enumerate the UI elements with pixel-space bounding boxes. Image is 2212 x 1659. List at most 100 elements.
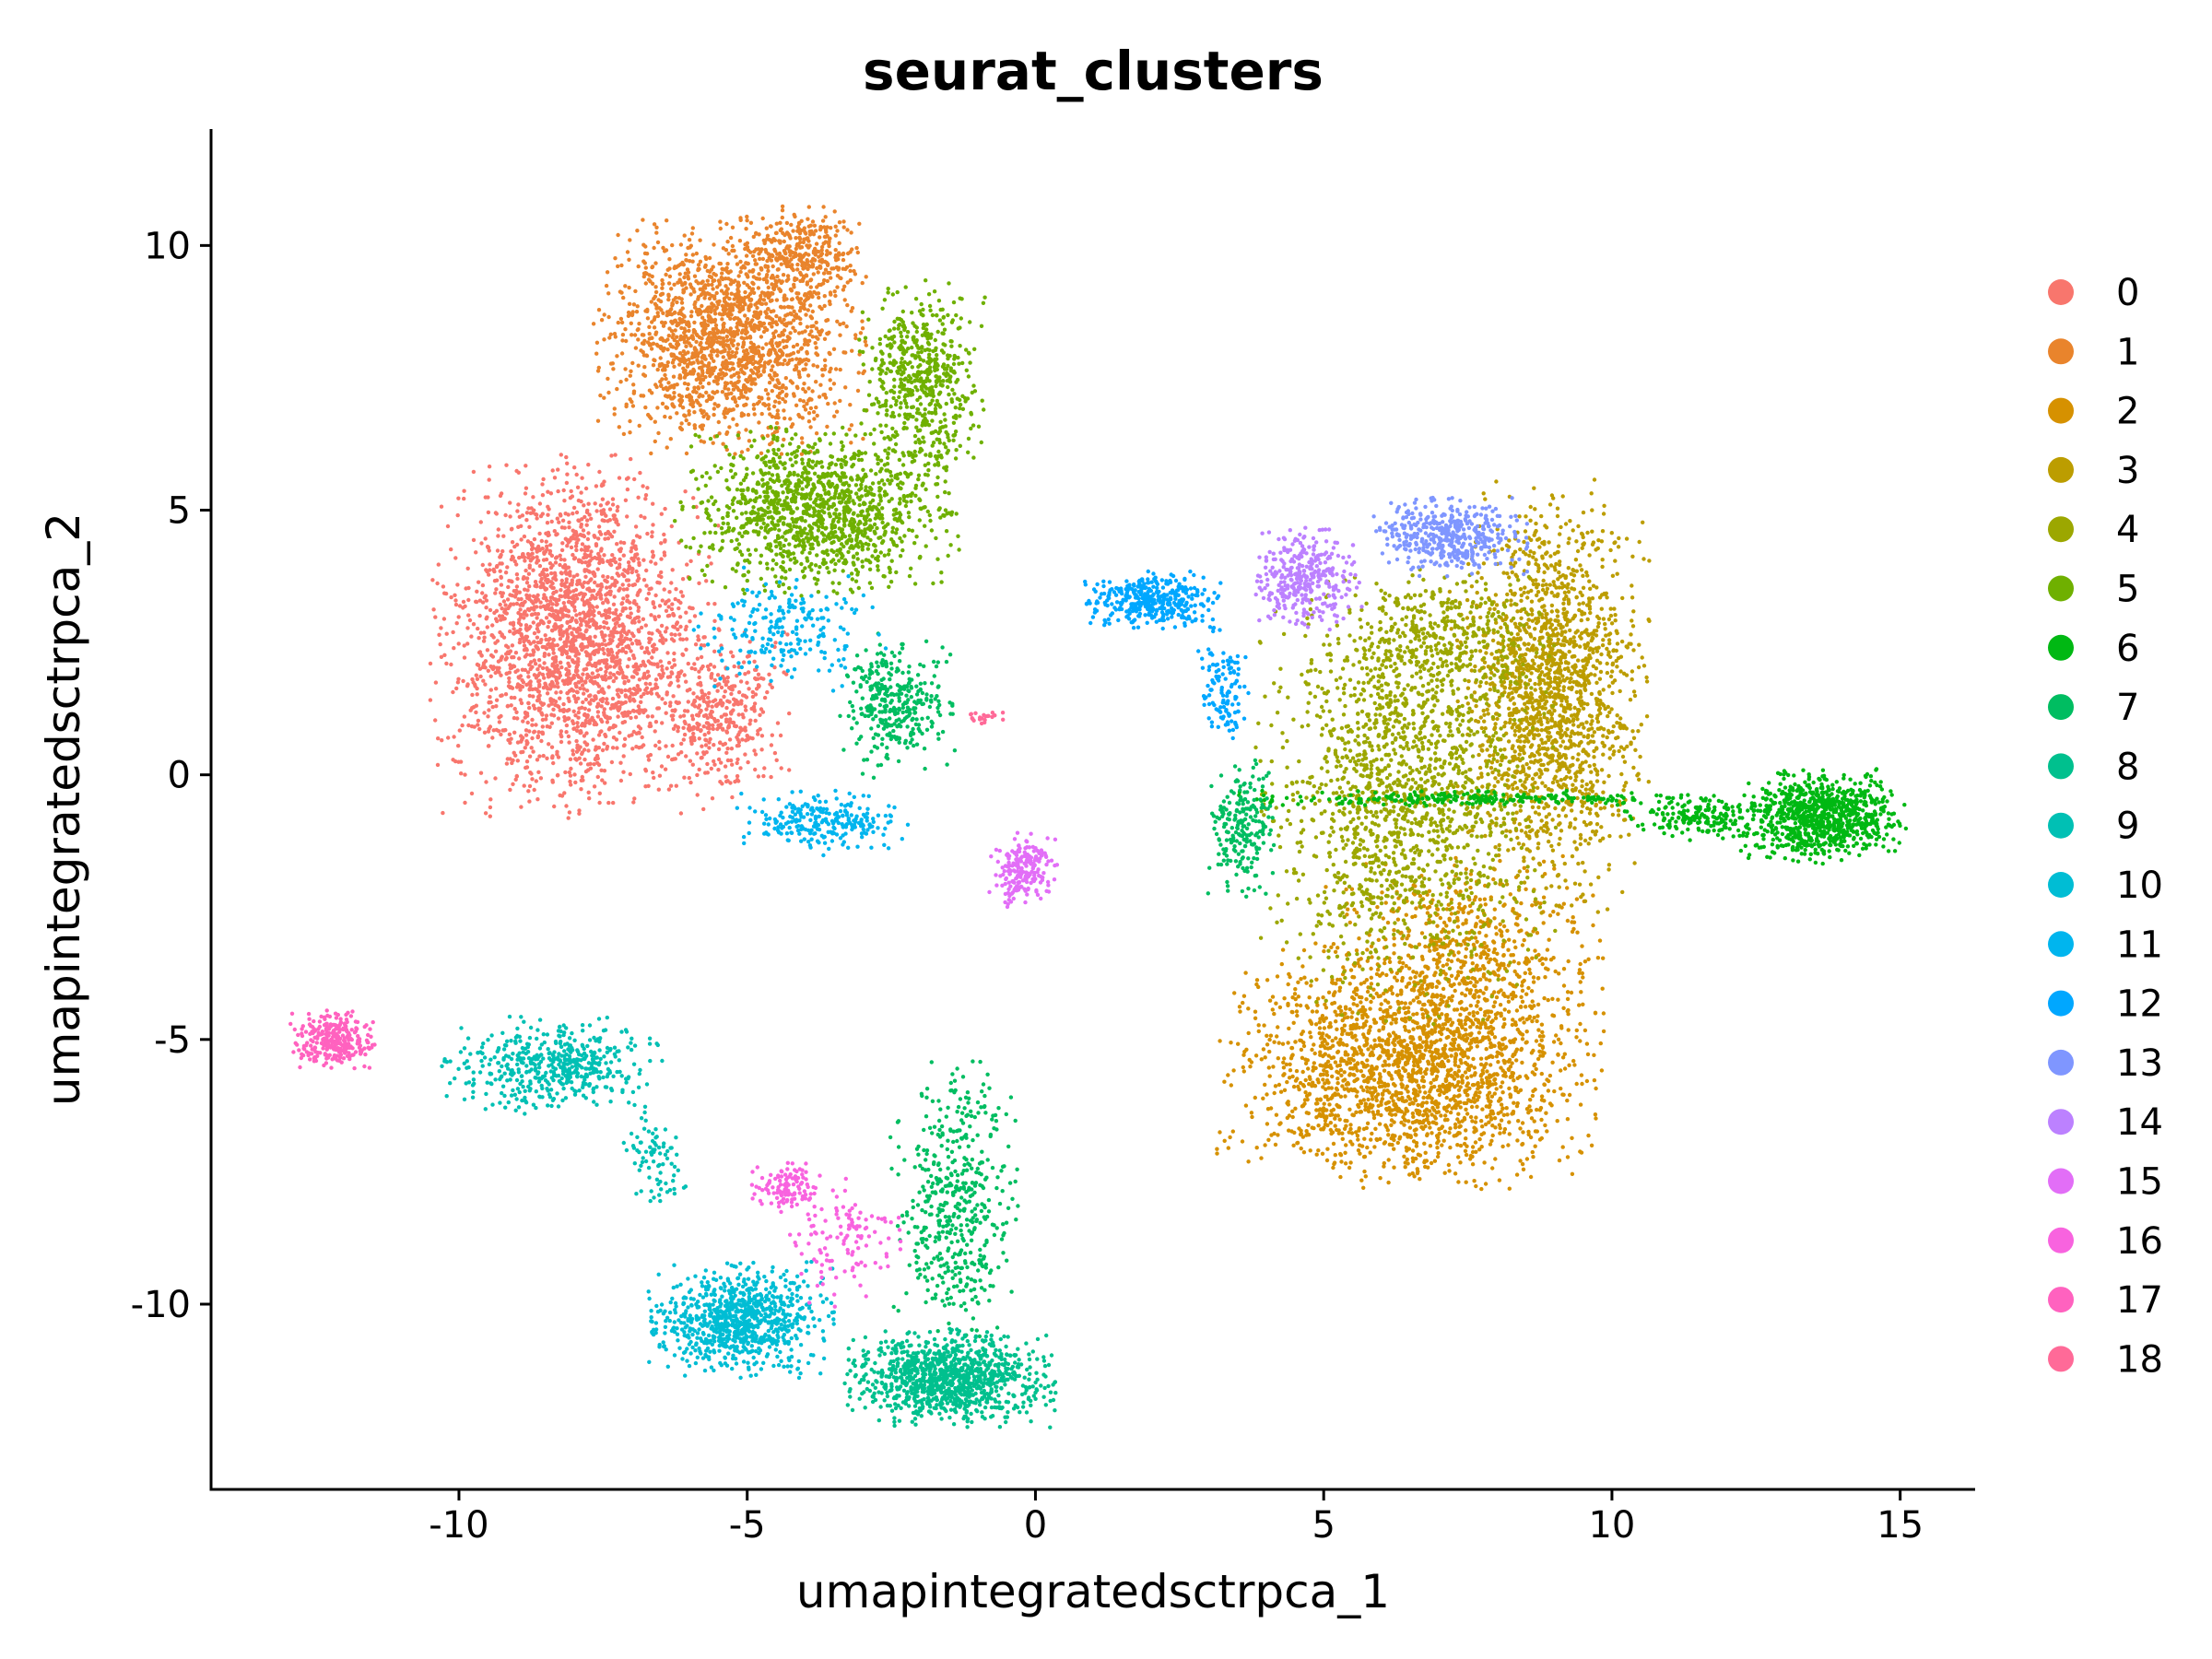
cell-point <box>712 602 717 606</box>
cell-point <box>743 313 747 318</box>
cell-point <box>685 364 690 369</box>
cell-point <box>643 493 649 498</box>
cell-point <box>481 678 486 683</box>
cell-point <box>673 328 677 333</box>
cell-point <box>710 704 714 709</box>
cell-point <box>664 638 668 642</box>
cell-point <box>725 287 730 291</box>
cell-point <box>766 285 771 290</box>
cell-point <box>618 630 623 635</box>
cell-point <box>606 536 611 541</box>
cell-point <box>526 700 531 706</box>
cell-point <box>747 335 753 339</box>
cell-point <box>574 728 580 733</box>
cell-point <box>500 606 504 611</box>
cell-point <box>814 320 818 325</box>
cell-point <box>621 754 626 759</box>
cell-point <box>547 507 551 512</box>
cell-point <box>1565 990 1571 994</box>
cell-point <box>712 762 717 767</box>
cell-point <box>660 277 665 283</box>
cell-point <box>475 677 480 681</box>
cell-point <box>700 423 706 428</box>
cell-point <box>558 673 563 678</box>
cell-point <box>554 678 559 683</box>
cell-point <box>550 581 555 586</box>
cell-point <box>650 631 654 636</box>
cell-point <box>488 653 494 658</box>
cell-point <box>662 365 667 371</box>
cell-point <box>537 501 543 506</box>
cell-point <box>630 582 635 588</box>
cell-point <box>662 587 666 592</box>
cell-point <box>551 585 556 591</box>
cell-point <box>700 347 704 351</box>
cell-point <box>636 608 641 613</box>
cell-point <box>719 685 724 690</box>
cell-point <box>695 793 700 797</box>
cell-point <box>831 347 837 351</box>
cell-point <box>632 333 638 337</box>
cell-point <box>653 729 657 734</box>
cell-point <box>513 669 518 675</box>
cell-point <box>628 771 632 777</box>
cell-point <box>572 608 577 613</box>
cell-point <box>752 748 757 753</box>
cell-point <box>564 454 569 460</box>
cell-point <box>729 391 734 395</box>
cell-point <box>564 577 569 582</box>
cell-point <box>791 318 796 323</box>
cell-point <box>523 559 527 563</box>
cell-point <box>739 411 745 416</box>
cell-point <box>557 625 562 629</box>
cell-point <box>604 283 609 288</box>
cell-point <box>667 274 673 279</box>
cell-point <box>692 662 697 666</box>
cell-point <box>494 687 499 691</box>
cell-point <box>767 672 771 677</box>
cell-point <box>465 641 470 646</box>
cell-point <box>545 756 549 760</box>
cell-point <box>1429 1160 1434 1166</box>
cell-point <box>465 684 470 688</box>
cell-point <box>759 249 763 253</box>
cell-point <box>679 325 684 331</box>
cell-point <box>639 664 643 668</box>
cell-point <box>677 321 681 326</box>
cell-point <box>564 613 569 618</box>
cell-point <box>521 552 525 557</box>
cell-point <box>759 451 764 455</box>
cell-point <box>658 345 663 349</box>
cell-point <box>566 816 571 820</box>
cell-point <box>571 512 575 516</box>
cell-point <box>798 253 803 257</box>
cell-point <box>806 398 811 403</box>
cell-point <box>737 730 742 735</box>
cell-point <box>739 699 744 703</box>
cell-point <box>838 333 842 337</box>
cell-point <box>587 637 593 641</box>
cell-point <box>741 264 746 268</box>
cell-point <box>475 692 479 697</box>
cell-point <box>672 282 677 287</box>
cell-point <box>600 497 606 501</box>
cell-point <box>659 633 664 638</box>
cell-point <box>569 545 574 550</box>
cell-point <box>516 470 521 475</box>
cell-point <box>510 594 515 598</box>
cell-point <box>615 654 619 659</box>
cell-point <box>463 604 467 608</box>
cell-point <box>530 735 535 741</box>
cell-point <box>807 232 813 237</box>
cell-point <box>524 728 529 733</box>
cell-point <box>540 512 545 516</box>
cell-point <box>490 623 495 628</box>
cell-point <box>685 267 690 272</box>
cell-point <box>730 361 735 366</box>
cell-point <box>627 301 632 306</box>
cell-point <box>704 340 710 346</box>
cell-point <box>682 233 687 238</box>
cell-point <box>604 677 608 682</box>
cell-point <box>745 680 749 685</box>
cell-point <box>525 740 530 746</box>
